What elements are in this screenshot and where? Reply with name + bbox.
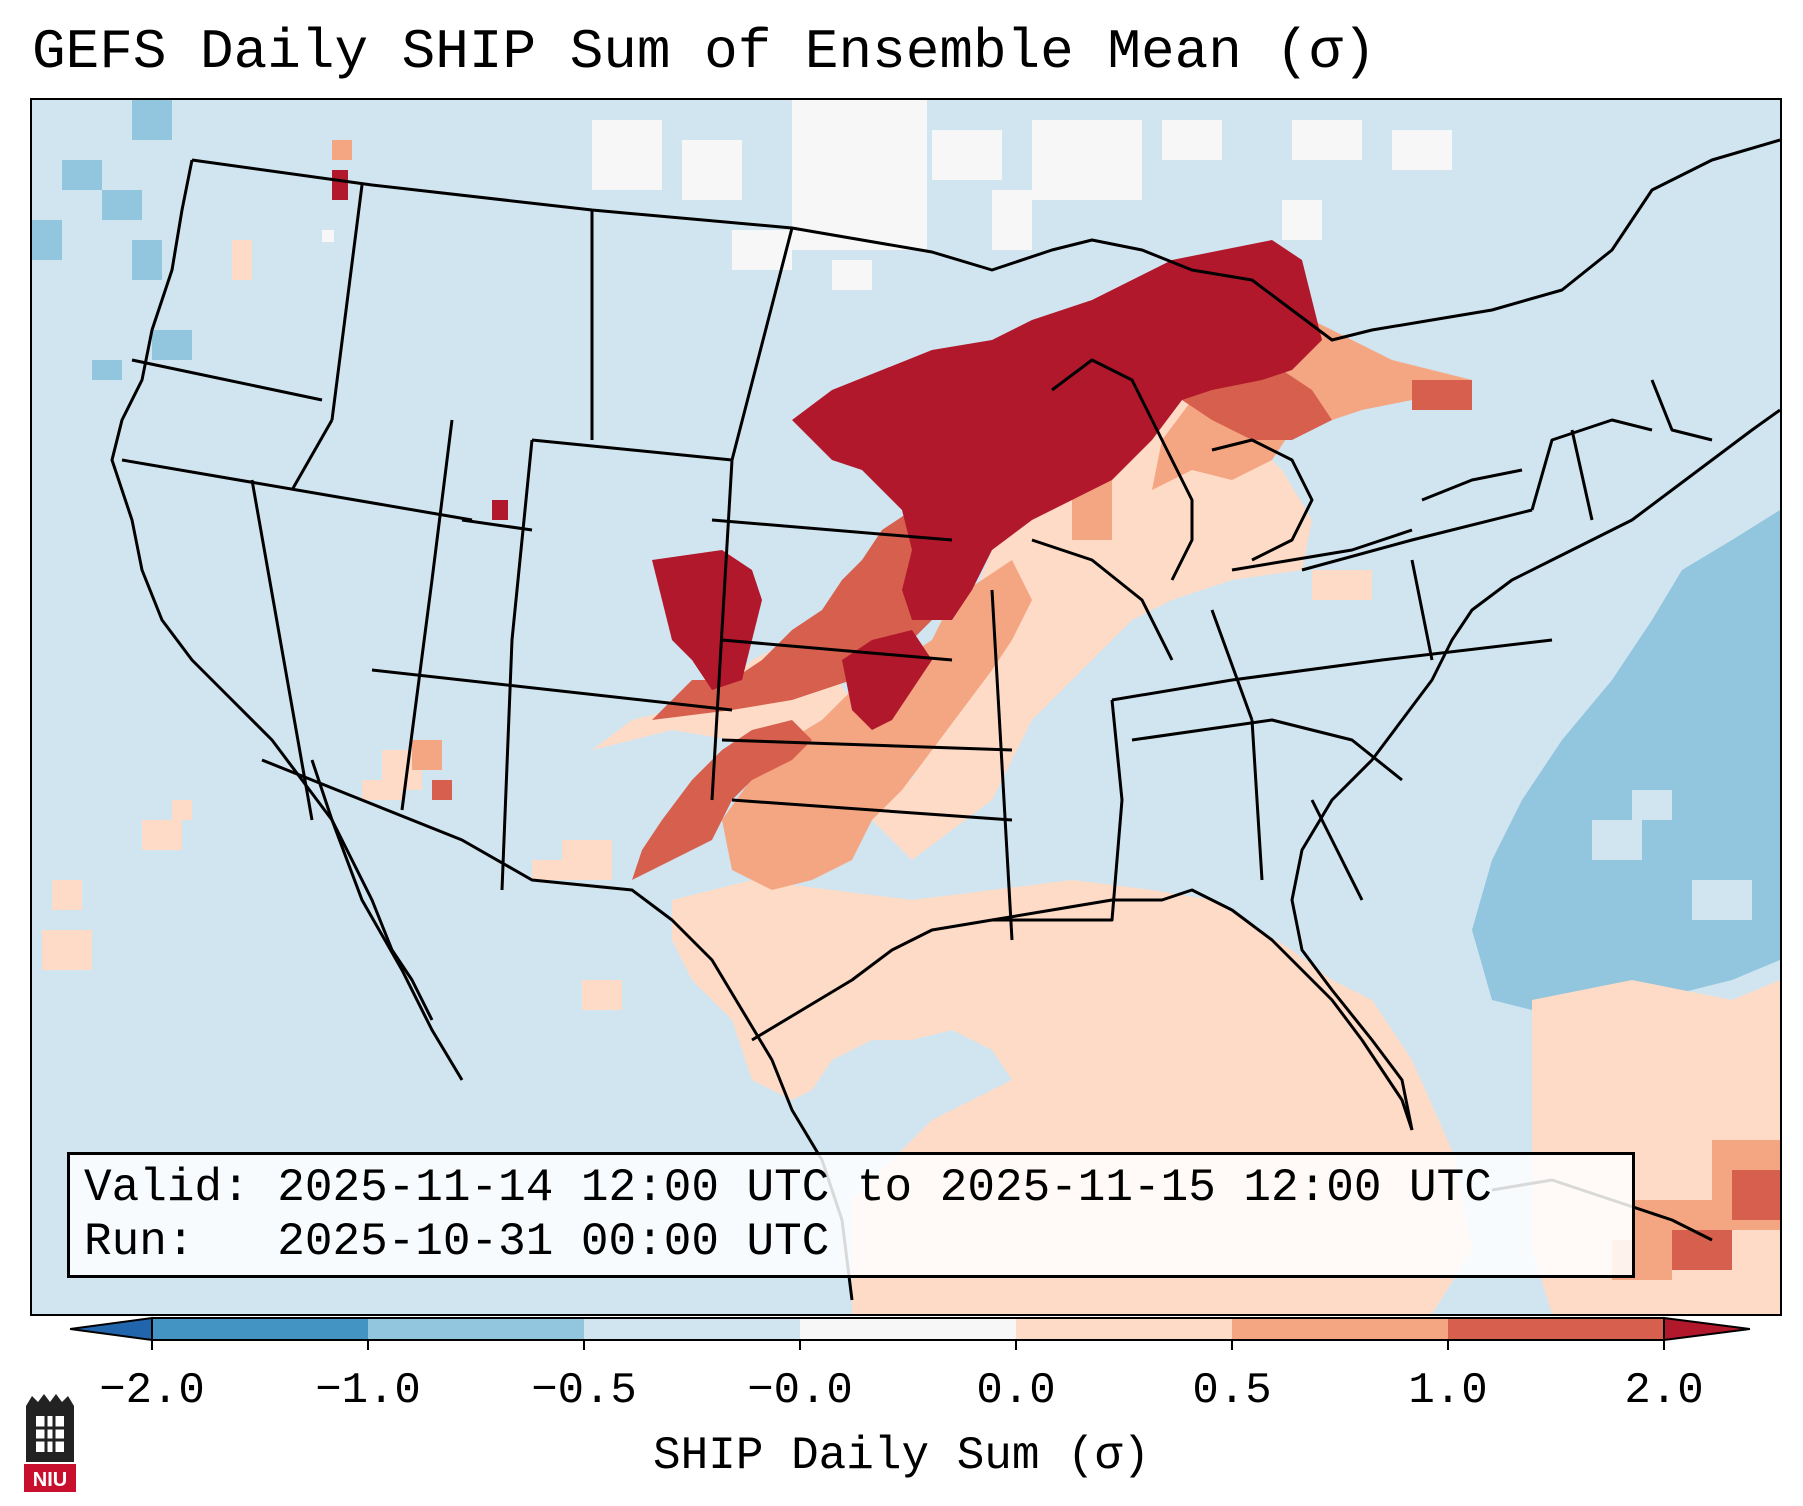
map-panel [30, 98, 1782, 1316]
svg-text:NIU: NIU [33, 1469, 67, 1491]
colorbar-tick-label: −0.5 [531, 1366, 637, 1416]
colorbar-tick-label: 0.0 [976, 1366, 1056, 1416]
colorbar-segment [368, 1318, 585, 1340]
niu-logo-icon: NIU [24, 1394, 76, 1492]
colorbar [70, 1316, 1750, 1342]
colorbar-segment [1232, 1318, 1449, 1340]
colorbar-tick-label: 2.0 [1624, 1366, 1704, 1416]
colorbar-tick-mark [367, 1340, 369, 1350]
colorbar-tick-mark [1447, 1340, 1449, 1350]
near-zero-areas [322, 100, 1452, 290]
valid-label: Valid: [84, 1162, 250, 1214]
colorbar-tick-mark [583, 1340, 585, 1350]
colorbar-extend-low [70, 1316, 153, 1342]
run-value: 2025-10-31 00:00 UTC [277, 1216, 830, 1268]
colorbar-segment [800, 1318, 1017, 1340]
colorbar-segment [584, 1318, 801, 1340]
colorbar-tick-mark [799, 1340, 801, 1350]
colorbar-extend-high [1663, 1316, 1750, 1342]
colorbar-tick-label: −2.0 [99, 1366, 205, 1416]
colorbar-tick-label: −1.0 [315, 1366, 421, 1416]
run-label: Run: [84, 1216, 195, 1268]
colorbar-label: SHIP Daily Sum (σ) [653, 1430, 1150, 1482]
chart-title: GEFS Daily SHIP Sum of Ensemble Mean (σ) [32, 20, 1377, 84]
info-box: Valid: 2025-11-14 12:00 UTC to 2025-11-1… [67, 1152, 1635, 1278]
colorbar-tick-label: 1.0 [1408, 1366, 1488, 1416]
colorbar-tick-label: 0.5 [1192, 1366, 1272, 1416]
colorbar-tick-mark [1015, 1340, 1017, 1350]
colorbar-tick-label: −0.0 [747, 1366, 853, 1416]
lighter-in-atlantic [1592, 790, 1752, 920]
colorbar-segment [1448, 1318, 1665, 1340]
colorbar-tick-mark [151, 1340, 153, 1350]
colorbar-tick-mark [1231, 1340, 1233, 1350]
colorbar-segment [1016, 1318, 1233, 1340]
colorbar-tick-mark [1663, 1340, 1665, 1350]
boundaries [110, 138, 1780, 1301]
map-svg [32, 100, 1780, 1314]
valid-value: 2025-11-14 12:00 UTC to 2025-11-15 12:00… [277, 1162, 1492, 1214]
colorbar-segment [152, 1318, 369, 1340]
